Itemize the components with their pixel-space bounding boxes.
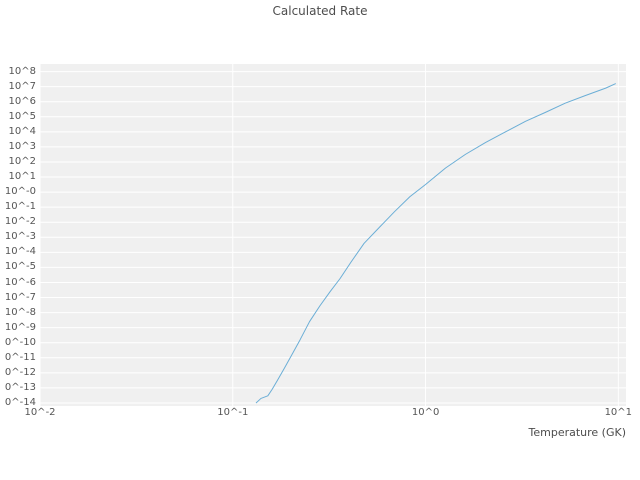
y-tick-label: 10^-3	[4, 231, 36, 243]
y-tick-label: 10^6	[8, 95, 36, 107]
series-line-calculated-rate	[255, 83, 616, 404]
y-tick-label: 10^-7	[4, 291, 36, 303]
y-tick-label: 10^-2	[4, 216, 36, 228]
y-tick-label: 10^1	[8, 171, 36, 182]
y-tick-label: 10^-5	[4, 261, 36, 273]
y-tick-label: 0^-12	[4, 366, 36, 378]
y-tick-label: 10^8	[8, 65, 36, 77]
y-tick-label: 0^-14	[4, 397, 36, 408]
y-tick-label: 10^-4	[4, 246, 36, 258]
y-tick-label: 10^3	[8, 140, 36, 152]
plot-background	[40, 64, 626, 406]
y-tick-label: 10^-1	[4, 201, 36, 213]
y-tick-label: 0^-13	[4, 381, 36, 393]
y-tick-label: 10^-0	[4, 186, 36, 198]
y-tick-label: 10^5	[8, 110, 36, 122]
y-tick-label: 10^7	[8, 80, 36, 92]
y-axis-tick-labels: 10^8 10^7 10^6 10^5 10^4 10^3 10^2 10^1 10^-0 10^…	[0, 0, 38, 480]
y-tick-label: 10^4	[8, 125, 36, 137]
y-tick-label: 0^-10	[4, 336, 36, 348]
x-axis-title: Temperature (GK)	[528, 426, 627, 439]
y-tick-label: 10^-9	[4, 321, 36, 333]
chart-title: Calculated Rate	[272, 4, 368, 18]
y-tick-label: 10^-6	[4, 276, 36, 288]
y-tick-label: 10^-8	[4, 306, 36, 318]
y-tick-label: 0^-11	[4, 351, 36, 363]
y-tick-label: 10^2	[8, 156, 36, 167]
